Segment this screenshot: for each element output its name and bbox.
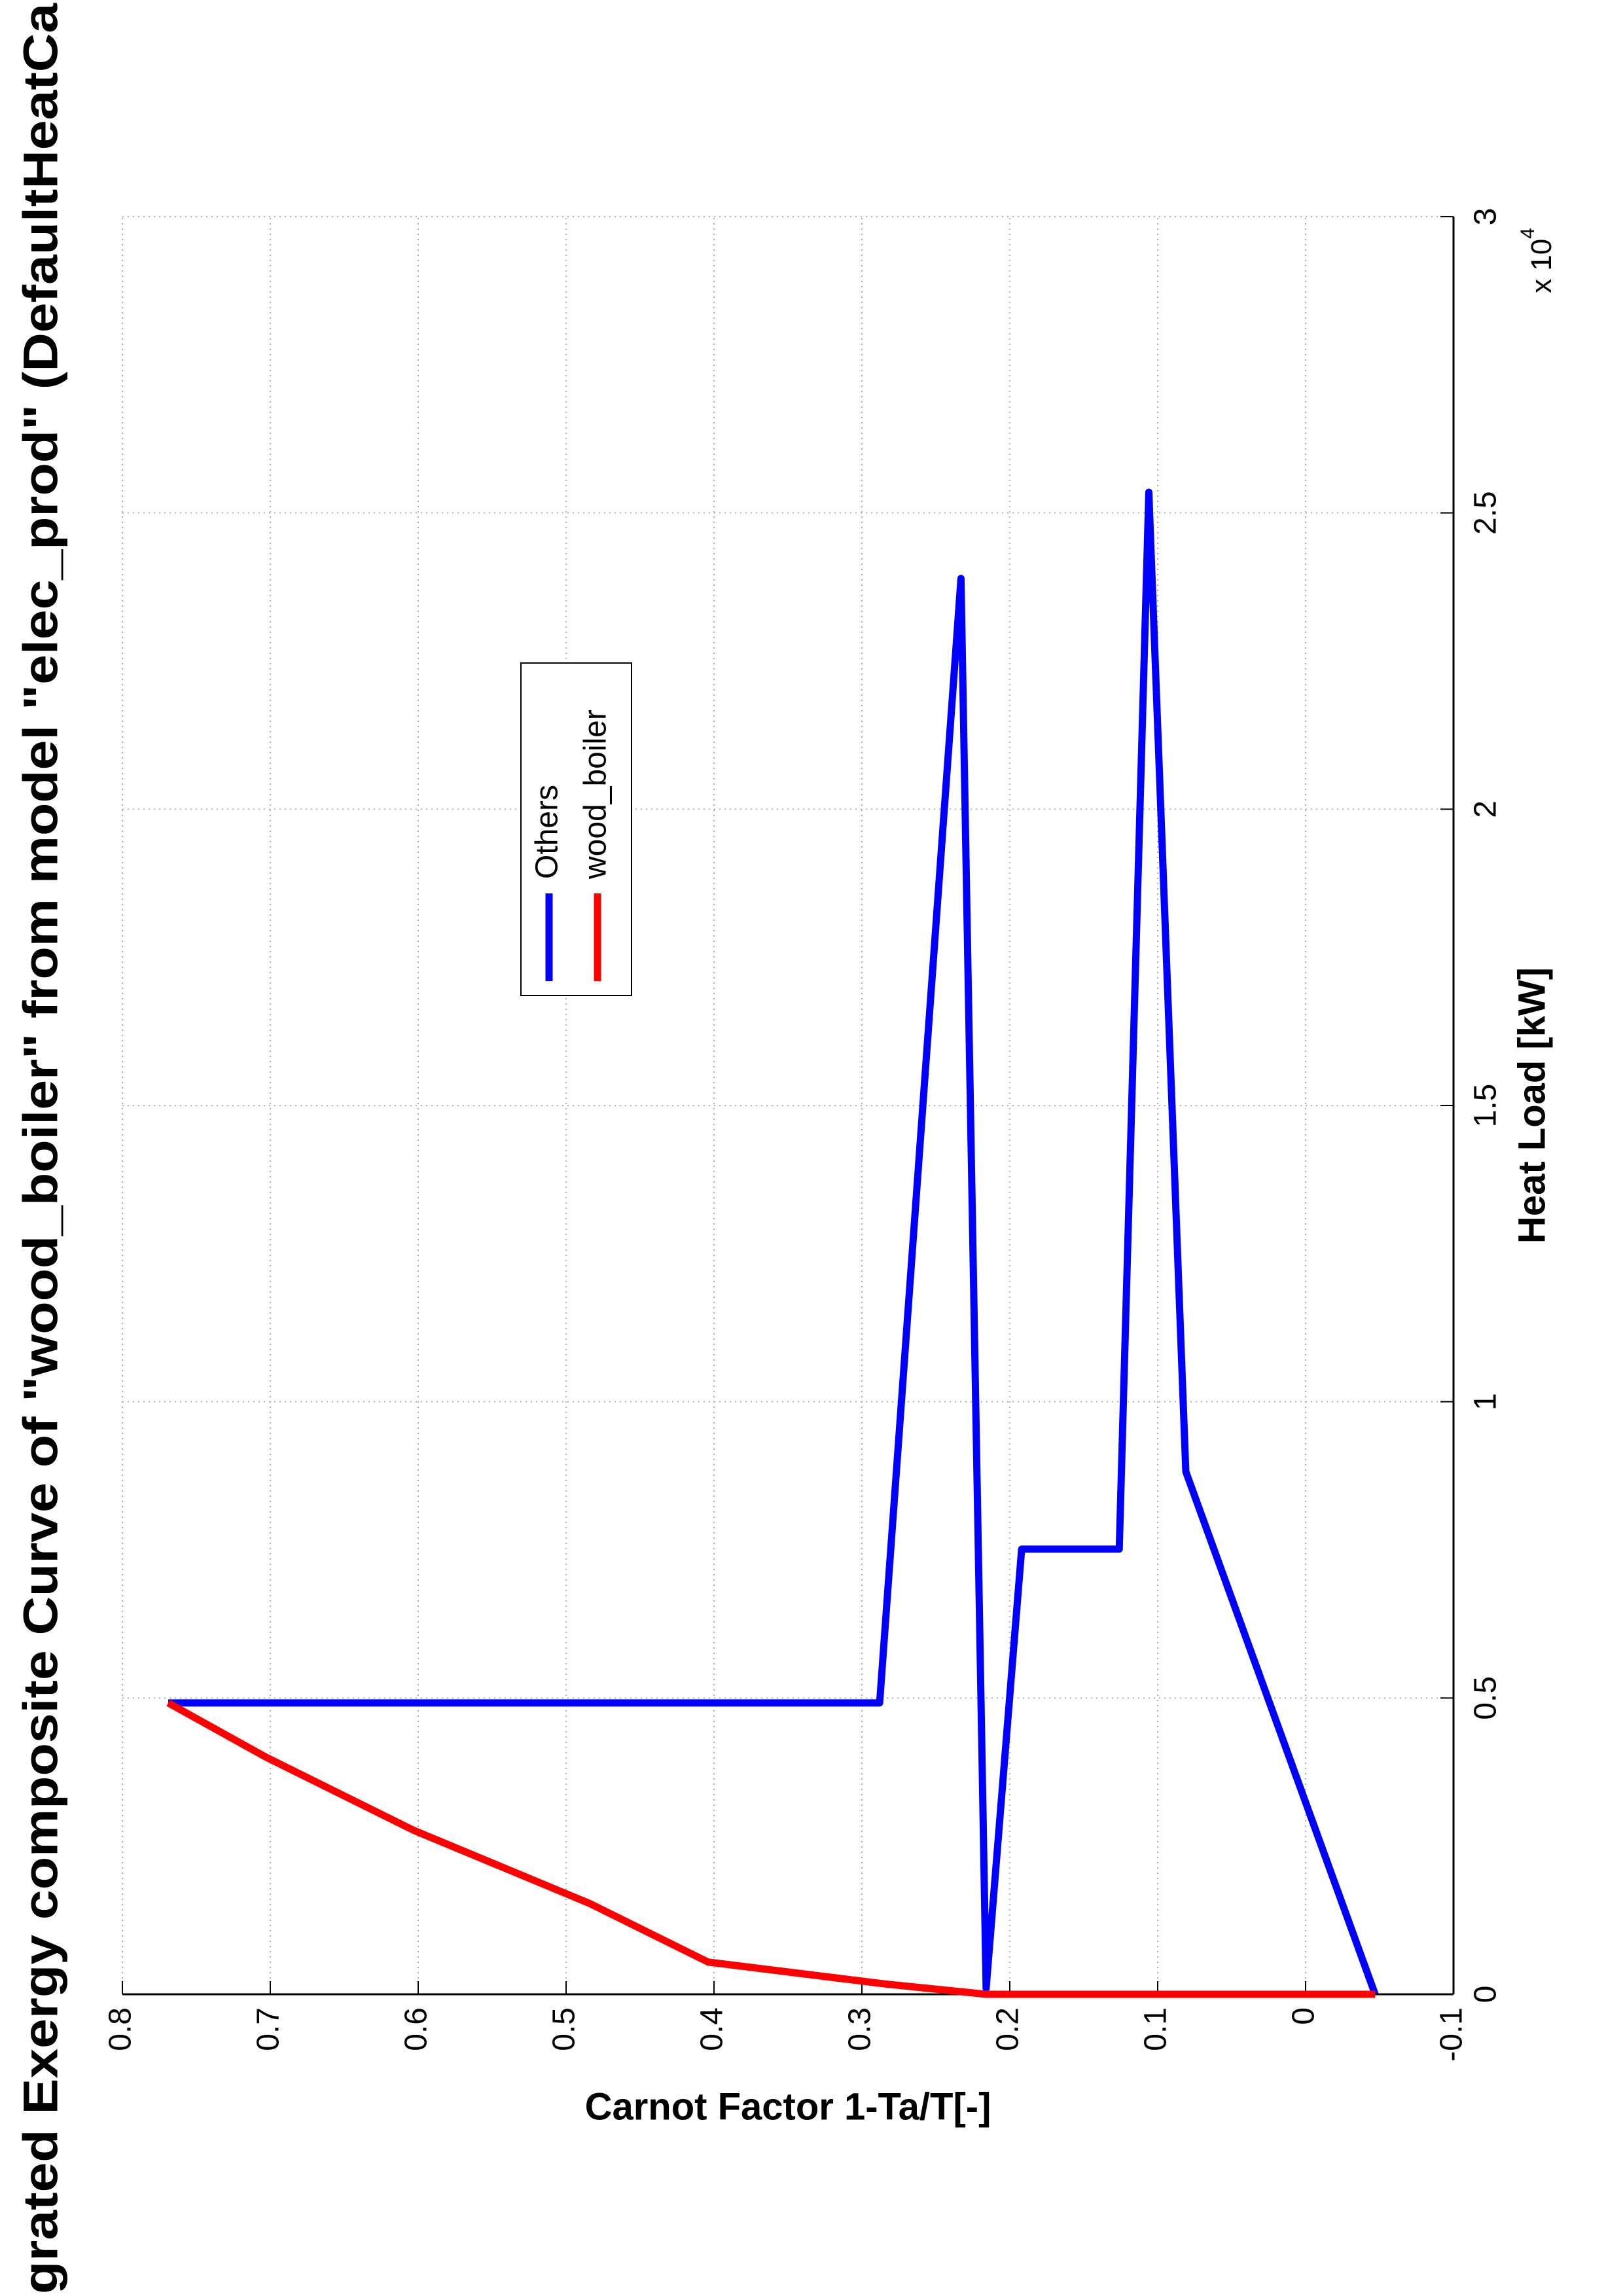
x-tick-label: 2.5 — [1469, 491, 1503, 535]
legend-label: Others — [530, 785, 565, 879]
chart-title: grated Exergy composite Curve of "wood_b… — [14, 3, 68, 2294]
legend-label: wood_boiler — [579, 709, 613, 880]
y-axis-label: Carnot Factor 1-Ta/T[-] — [585, 2085, 991, 2128]
y-tick-label: 0.7 — [251, 2007, 286, 2051]
y-tick-label: 0.2 — [991, 2007, 1026, 2051]
y-tick-label: -0.1 — [1435, 2007, 1469, 2062]
y-tick-label: 0.8 — [103, 2007, 138, 2051]
x-scale-base: x 10 — [1525, 239, 1558, 293]
x-tick-label: 1 — [1469, 1393, 1503, 1410]
y-tick-label: 0.3 — [843, 2007, 878, 2051]
x-axis-label: Heat Load [kW] — [1510, 967, 1553, 1244]
y-tick-label: 0 — [1287, 2007, 1321, 2025]
chart-frame: grated Exergy composite Curve of "wood_b… — [14, 3, 1558, 2294]
x-tick-label: 2 — [1469, 800, 1503, 818]
x-scale-exponent: 4 — [1517, 228, 1539, 239]
x-tick-label: 0.5 — [1469, 1676, 1503, 1720]
x-tick-label: 3 — [1469, 208, 1503, 226]
series-line — [168, 488, 1379, 1996]
y-tick-label: 0.5 — [547, 2007, 582, 2051]
x-tick-label: 0 — [1469, 1986, 1503, 2003]
y-tick-label: 0.1 — [1139, 2007, 1173, 2051]
y-tick-label: 0.4 — [695, 2007, 730, 2051]
y-tick-label: 0.6 — [399, 2007, 434, 2051]
x-scale-label: x 104 — [1517, 228, 1558, 293]
x-tick-label: 1.5 — [1469, 1084, 1503, 1128]
series-line — [166, 1700, 1376, 1998]
